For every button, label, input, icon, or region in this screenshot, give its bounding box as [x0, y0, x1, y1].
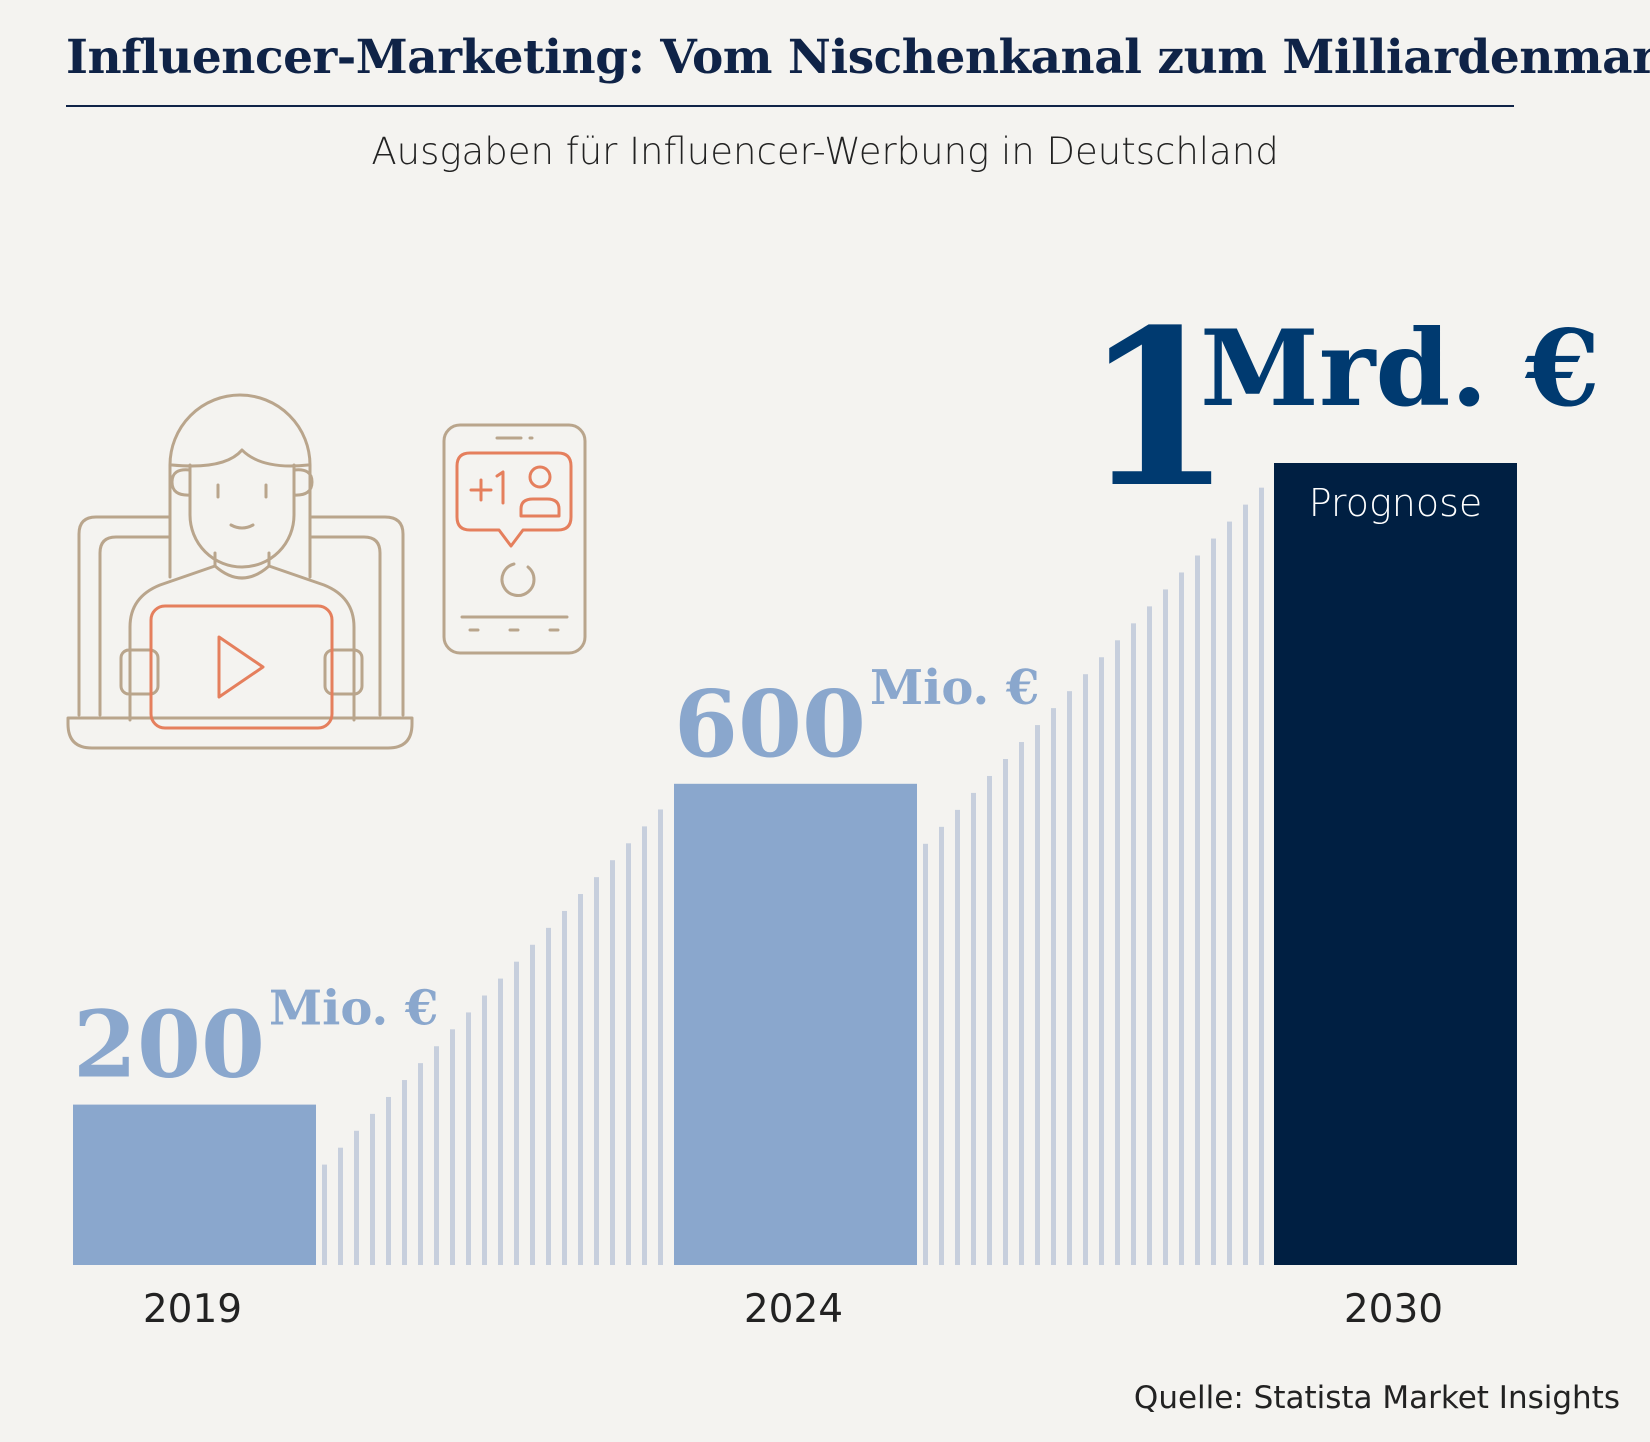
x-tick-label-2024: 2024 [744, 1287, 843, 1332]
hatch-line-1-7 [1035, 725, 1040, 1265]
hatch-line-1-3 [971, 792, 976, 1265]
bar-2024 [674, 783, 917, 1265]
hatch-line-0-20 [642, 826, 647, 1265]
hatch-line-1-21 [1259, 487, 1264, 1265]
hatch-line-0-9 [466, 1012, 471, 1265]
hatch-line-1-6 [1019, 742, 1024, 1265]
hatch-line-0-3 [370, 1113, 375, 1265]
hatch-line-0-4 [386, 1096, 391, 1265]
hatch-line-1-13 [1131, 623, 1136, 1265]
x-axis-labels: 2019 2024 2030 [143, 1287, 1443, 1332]
hatch-line-0-0 [322, 1164, 327, 1265]
bar-2019 [73, 1104, 316, 1265]
hatch-line-0-8 [450, 1029, 455, 1265]
hatch-line-0-16 [578, 894, 583, 1265]
hatch-line-0-12 [514, 961, 519, 1265]
hatch-line-0-13 [530, 944, 535, 1265]
smartphone-follower-icon [442, 423, 587, 655]
hatch-line-1-12 [1115, 640, 1120, 1265]
hatch-line-0-14 [546, 927, 551, 1265]
value-unit-2030: Mrd. € [1200, 306, 1600, 430]
hatch-line-1-5 [1003, 759, 1008, 1265]
hatch-line-1-0 [923, 843, 928, 1265]
hatch-line-0-21 [658, 809, 663, 1265]
hatch-line-1-4 [987, 775, 992, 1265]
hatch-line-0-19 [626, 843, 631, 1265]
value-unit-2024: Mio. € [870, 660, 1039, 716]
hatch-line-0-5 [402, 1080, 407, 1265]
hatch-line-0-11 [498, 978, 503, 1265]
value-label-2030: 1 [1083, 282, 1233, 535]
bars-group [73, 463, 1517, 1265]
follower-bubble-accent [455, 451, 573, 548]
hatch-line-0-7 [434, 1046, 439, 1265]
source-note: Quelle: Statista Market Insights [1133, 1380, 1620, 1416]
hatch-line-1-10 [1083, 674, 1088, 1265]
hatch-line-1-2 [955, 809, 960, 1265]
hatch-line-1-11 [1099, 657, 1104, 1265]
hatch-line-1-15 [1163, 589, 1168, 1265]
hatch-line-1-1 [939, 826, 944, 1265]
forecast-annotation: Prognose [1309, 481, 1483, 525]
hatch-line-1-8 [1051, 708, 1056, 1265]
hatch-line-0-6 [418, 1063, 423, 1265]
title-rule [66, 105, 1514, 107]
hatch-line-0-18 [610, 860, 615, 1265]
hatch-line-1-17 [1195, 555, 1200, 1265]
hatch-line-1-18 [1211, 538, 1216, 1265]
value-label-2024: 600 [674, 670, 866, 778]
x-tick-label-2019: 2019 [143, 1287, 242, 1332]
hatch-line-0-17 [594, 877, 599, 1265]
hatch-line-0-2 [354, 1130, 359, 1265]
chart-title: Influencer-Marketing: Vom Nischenkanal z… [66, 30, 1650, 85]
chart-subtitle: Ausgaben für Influencer-Werbung in Deuts… [371, 130, 1279, 173]
hatch-line-0-15 [562, 910, 567, 1265]
hatch-line-1-14 [1147, 606, 1152, 1265]
hatch-line-1-9 [1067, 691, 1072, 1265]
hatch-line-0-1 [338, 1147, 343, 1265]
hatch-line-0-10 [482, 995, 487, 1265]
bar-2030 [1274, 463, 1517, 1265]
hatch-line-1-20 [1243, 504, 1248, 1266]
play-screen-accent [149, 604, 334, 730]
hatch-line-1-19 [1227, 521, 1232, 1265]
hatch-line-1-16 [1179, 572, 1184, 1265]
value-unit-2019: Mio. € [269, 981, 438, 1037]
value-label-2019: 200 [73, 991, 265, 1099]
x-tick-label-2030: 2030 [1344, 1287, 1443, 1332]
influencer-laptop-icon [66, 393, 414, 750]
growth-hatching [322, 487, 1264, 1266]
